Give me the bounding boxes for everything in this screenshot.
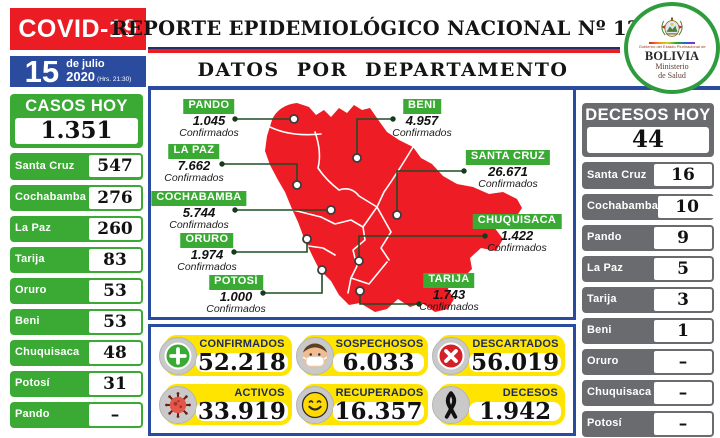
department-borders bbox=[269, 126, 414, 294]
cases-today-header: CASOS HOY 1.351 bbox=[10, 94, 143, 148]
table-row: Pando 9 bbox=[582, 224, 714, 251]
mask-face-icon bbox=[295, 336, 334, 375]
stat-card-decesos: DECESOS 1.942 bbox=[432, 384, 565, 425]
map-label-santa-cruz: SANTA CRUZ 26.671 Confirmados bbox=[465, 146, 551, 190]
stat-card-activos: ACTIVOS 33.919 bbox=[159, 384, 292, 425]
map-label-cochabamba: COCHABAMBA 5.744 Confirmados bbox=[151, 187, 247, 231]
logo-ministry-line2: de Salud bbox=[658, 70, 686, 80]
report-date: 15 de julio 2020 (Hrs. 21:30) bbox=[10, 56, 146, 87]
ribbon-icon bbox=[432, 385, 471, 424]
map-label-la-paz: LA PAZ 7.662 Confirmados bbox=[164, 144, 224, 184]
coat-of-arms-icon bbox=[661, 16, 683, 37]
cross-icon bbox=[432, 336, 471, 375]
wiphala-stripe bbox=[649, 41, 695, 45]
map-label-potosi: POTOSÍ 1.000 Confirmados bbox=[206, 275, 266, 315]
map-label-tarija: TARIJA 1.743 Confirmados bbox=[419, 273, 479, 313]
title-underline bbox=[148, 47, 620, 53]
table-row: Oruro 53 bbox=[10, 277, 143, 304]
stat-card-sospechosos: SOSPECHOSOS 6.033 bbox=[295, 335, 429, 376]
table-row: Potosí – bbox=[582, 410, 714, 437]
stat-card-confirmados: CONFIRMADOS 52.218 bbox=[159, 335, 292, 376]
cases-today-total: 1.351 bbox=[15, 117, 138, 144]
date-day: 15 bbox=[24, 53, 60, 89]
map-label-pando: PANDO 1.045 Confirmados bbox=[179, 99, 239, 139]
page-title: DATOS POR DEPARTAMENTO bbox=[197, 59, 569, 81]
table-row: Tarija 83 bbox=[10, 246, 143, 273]
logo-ministry-line1: Ministerio bbox=[655, 61, 689, 71]
deaths-today-title: DECESOS HOY bbox=[585, 106, 711, 124]
table-row: Santa Cruz 16 bbox=[582, 161, 714, 189]
map-label-chuquisaca: CHUQUISACA 1.422 Confirmados bbox=[472, 210, 562, 254]
table-row: Cochabamba 276 bbox=[10, 184, 143, 211]
stat-card-recuperados: RECUPERADOS 16.357 bbox=[295, 384, 429, 425]
virus-icon bbox=[159, 385, 197, 424]
cases-today-title: CASOS HOY bbox=[25, 97, 128, 115]
table-row: Beni 53 bbox=[10, 308, 143, 335]
table-row: Oruro – bbox=[582, 348, 714, 375]
date-year: 2020 bbox=[66, 69, 96, 85]
table-row: Chuquisaca 48 bbox=[10, 339, 143, 366]
table-row: La Paz 260 bbox=[10, 215, 143, 242]
deaths-today-header: DECESOS HOY 44 bbox=[582, 103, 714, 157]
table-row: La Paz 5 bbox=[582, 255, 714, 282]
bolivia-map bbox=[219, 103, 522, 312]
bolivia-shape bbox=[265, 103, 522, 312]
logo-gov-line: Gobierno del Estado Plurinacional de bbox=[638, 44, 706, 49]
smiley-icon bbox=[295, 385, 334, 424]
logo-country: BOLIVIA bbox=[644, 48, 700, 63]
covid19-badge: COVID-19 bbox=[10, 8, 146, 50]
label-bullets bbox=[219, 116, 488, 307]
deaths-today-panel: DECESOS HOY 44 Santa Cruz 16 Cochabamba … bbox=[582, 103, 717, 437]
table-row: Beni 1 bbox=[582, 317, 714, 344]
label-connectors bbox=[222, 118, 485, 305]
department-dots bbox=[289, 114, 402, 296]
cases-today-panel: CASOS HOY 1.351 Santa Cruz 547 Cochabamb… bbox=[10, 94, 143, 428]
map-label-beni: BENI 4.957 Confirmados bbox=[392, 99, 452, 139]
plus-icon bbox=[159, 336, 197, 375]
table-row: Potosí 31 bbox=[10, 370, 143, 397]
date-hours: (Hrs. 21:30) bbox=[97, 76, 132, 84]
table-row: Cochabamba 10 bbox=[582, 193, 717, 220]
ministry-logo: Gobierno del Estado Plurinacional de BOL… bbox=[624, 2, 720, 94]
table-row: Santa Cruz 547 bbox=[10, 152, 143, 180]
report-title: REPORTE EPIDEMIOLÓGICO NACIONAL Nº 122 bbox=[111, 17, 655, 40]
map-label-oruro: ORURO 1.974 Confirmados bbox=[177, 233, 237, 273]
table-row: Pando – bbox=[10, 401, 143, 428]
stat-card-descartados: DESCARTADOS 56.019 bbox=[432, 335, 565, 376]
date-month: de julio bbox=[66, 57, 105, 70]
bolivia-map-panel: PANDO 1.045 Confirmados BENI 4.957 Confi… bbox=[148, 87, 576, 320]
table-row: Chuquisaca – bbox=[582, 379, 714, 406]
table-row: Tarija 3 bbox=[582, 286, 714, 313]
deaths-today-total: 44 bbox=[587, 126, 709, 153]
national-totals-panel: CONFIRMADOS 52.218 SOSPECHOSOS 6.033 DES… bbox=[148, 324, 576, 436]
